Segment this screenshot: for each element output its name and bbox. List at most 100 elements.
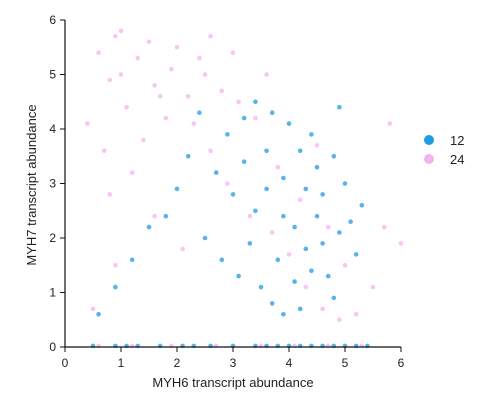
data-point-24 (225, 181, 230, 186)
data-point-24 (174, 45, 180, 50)
legend-marker-24 (424, 154, 434, 164)
data-point-12 (219, 257, 225, 263)
data-point-24 (141, 137, 146, 143)
y-axis-label: MYH7 transcript abundance (24, 104, 39, 265)
data-point-12 (258, 284, 264, 290)
data-point-24 (101, 148, 107, 154)
data-point-24 (275, 164, 281, 170)
data-point-12 (320, 192, 325, 197)
data-point-12 (174, 186, 180, 192)
y-tick-label: 6 (49, 13, 56, 27)
data-point-12 (197, 110, 202, 115)
x-tick-label: 1 (118, 356, 125, 370)
data-point-12 (342, 181, 348, 186)
data-point-12 (202, 235, 208, 241)
data-point-24 (202, 72, 208, 77)
data-point-24 (107, 77, 113, 83)
data-point-12 (185, 154, 191, 159)
y-tick-label: 5 (49, 68, 56, 82)
data-point-24 (113, 34, 118, 39)
data-point-24 (96, 50, 101, 55)
data-point-12 (281, 213, 286, 219)
data-point-24 (124, 104, 129, 110)
legend-marker-12 (424, 135, 434, 145)
legend: 12 24 (424, 133, 464, 167)
data-point-12 (269, 301, 275, 306)
data-point-24 (253, 115, 258, 121)
data-point-12 (303, 186, 309, 192)
data-point-12 (320, 241, 325, 246)
x-tick-label: 4 (286, 356, 293, 370)
y-tick-label: 4 (49, 122, 56, 136)
data-point-24 (353, 312, 359, 317)
data-point-12 (230, 192, 236, 197)
data-point-12 (241, 115, 247, 121)
data-point-12 (325, 273, 331, 279)
data-point-12 (281, 175, 286, 181)
data-point-12 (331, 295, 337, 301)
data-point-24 (90, 306, 96, 312)
data-point-12 (331, 154, 337, 159)
data-point-12 (292, 224, 297, 230)
data-point-24 (208, 148, 213, 154)
data-point-12 (113, 284, 118, 290)
data-point-24 (219, 88, 225, 94)
data-point-24 (208, 34, 213, 39)
data-point-12 (353, 252, 359, 257)
x-tick-label: 6 (398, 356, 405, 370)
data-point-24 (118, 28, 124, 34)
data-point-12 (292, 279, 297, 284)
data-point-24 (381, 224, 387, 230)
data-point-24 (180, 246, 185, 252)
data-point-12 (269, 110, 275, 115)
x-axis-label: MYH6 transcript abundance (152, 375, 313, 390)
data-point-24 (314, 143, 320, 148)
data-point-12 (297, 148, 303, 154)
data-point-12 (359, 203, 365, 208)
x-tick-label: 2 (174, 356, 181, 370)
data-point-12 (314, 164, 320, 170)
data-point-12 (348, 219, 353, 224)
data-point-12 (281, 312, 286, 317)
data-point-12 (303, 246, 309, 252)
data-point-24 (129, 170, 135, 175)
data-point-24 (157, 94, 163, 99)
data-point-24 (247, 213, 253, 219)
data-point-12 (213, 170, 219, 175)
data-point-12 (264, 148, 269, 154)
y-tick-label: 1 (49, 286, 56, 300)
data-point-12 (225, 132, 230, 137)
data-point-24 (113, 263, 118, 268)
data-point-12 (129, 257, 135, 263)
data-point-12 (253, 99, 258, 105)
data-point-12 (275, 257, 281, 263)
data-point-24 (152, 213, 157, 219)
data-point-24 (387, 121, 393, 126)
data-point-12 (314, 213, 320, 219)
data-point-24 (370, 284, 376, 290)
data-point-24 (320, 306, 325, 312)
data-point-24 (185, 94, 191, 99)
data-point-24 (146, 39, 152, 45)
data-point-12 (146, 224, 152, 230)
data-point-24 (297, 197, 303, 203)
data-point-12 (337, 104, 342, 110)
data-point-24 (197, 55, 202, 61)
data-point-12 (309, 268, 314, 274)
data-point-24 (325, 224, 331, 230)
y-tick-label: 0 (49, 340, 56, 354)
data-point-24 (107, 192, 113, 197)
data-point-24 (163, 115, 169, 121)
legend-label-24: 24 (450, 152, 464, 167)
data-point-24 (230, 50, 236, 55)
data-point-12 (309, 132, 314, 137)
data-point-24 (286, 252, 292, 257)
data-point-12 (286, 121, 292, 126)
data-point-24 (135, 55, 141, 61)
data-point-12 (241, 159, 247, 164)
data-point-24 (269, 230, 275, 235)
data-point-24 (303, 284, 309, 290)
data-point-12 (247, 241, 253, 246)
data-point-24 (191, 121, 197, 126)
